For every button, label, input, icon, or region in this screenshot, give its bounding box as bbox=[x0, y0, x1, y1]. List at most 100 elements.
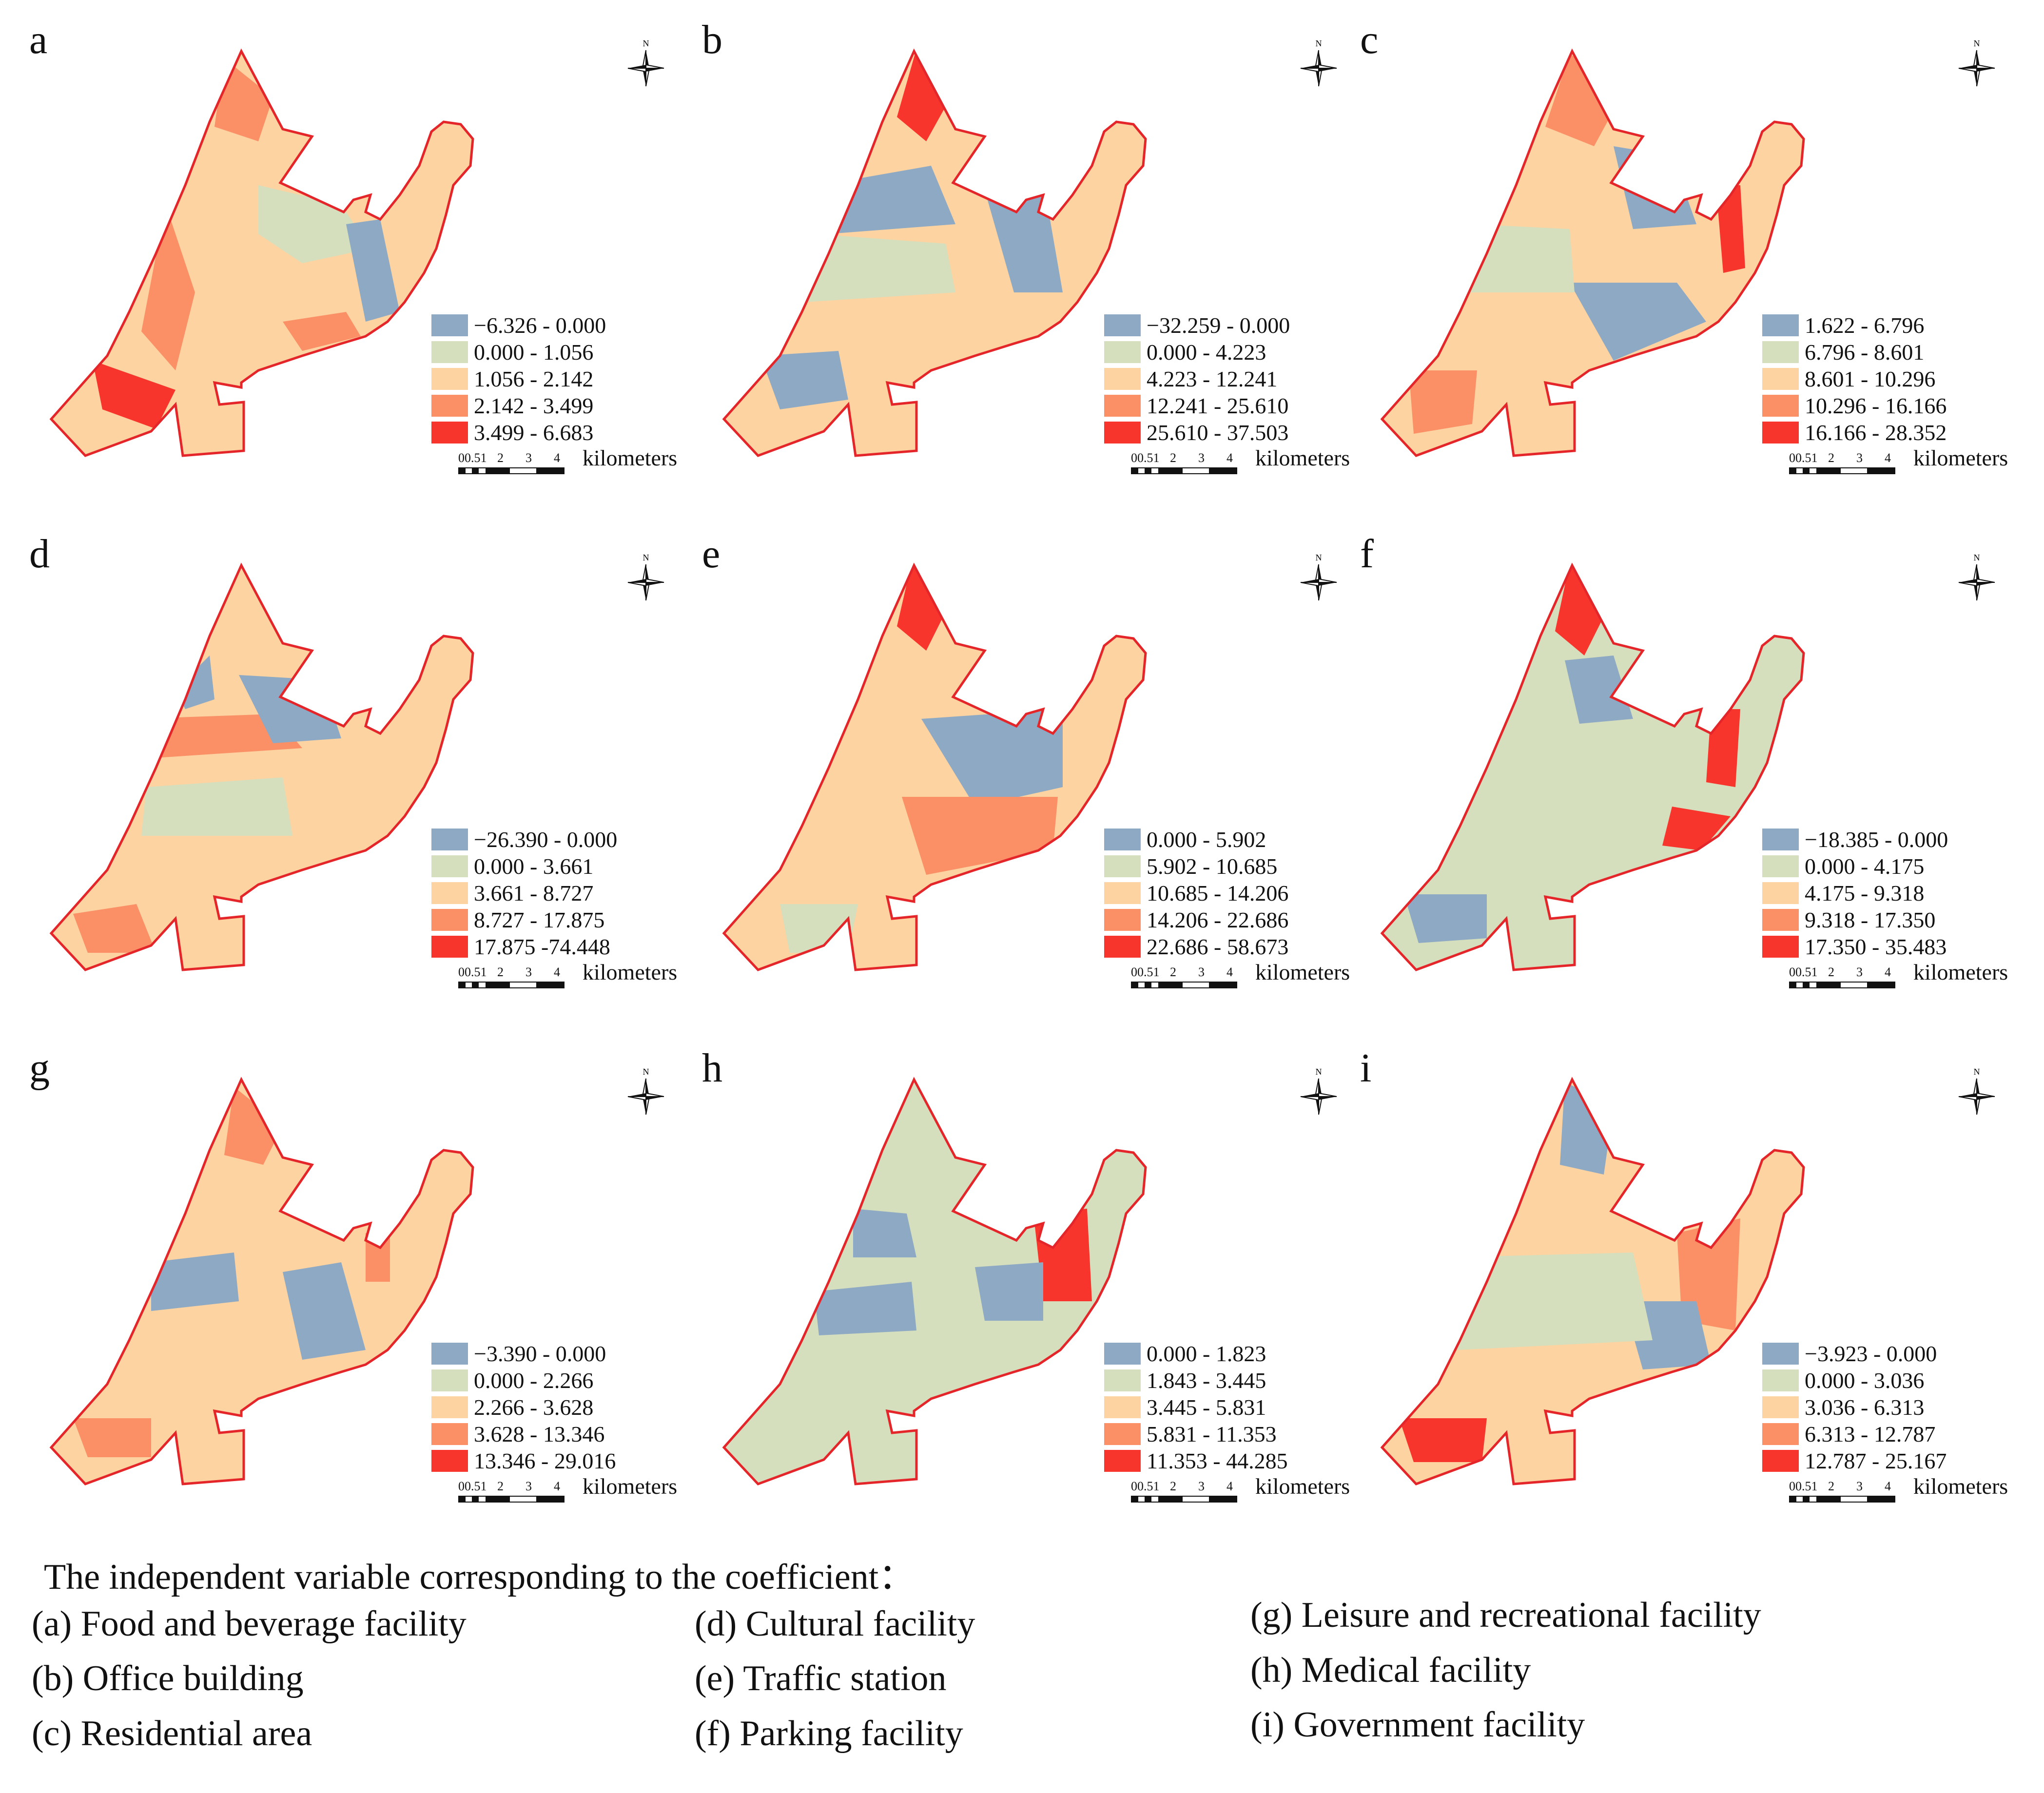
legend-label: 0.000 - 4.223 bbox=[1147, 340, 1266, 365]
scale-tick-label: 2 bbox=[1828, 965, 1834, 979]
coefficient-zone-5 bbox=[1706, 709, 1740, 787]
study-area-boundary bbox=[49, 562, 474, 971]
caption-item-e: (e) Traffic station bbox=[695, 1658, 947, 1698]
legend-item: 0.000 - 3.661 bbox=[431, 853, 617, 880]
legend-item: 16.166 - 28.352 bbox=[1762, 419, 1947, 446]
caption-item-h: (h) Medical facility bbox=[1250, 1650, 1531, 1690]
legend-swatch bbox=[431, 314, 468, 336]
legend-label: 5.902 - 10.685 bbox=[1147, 854, 1278, 879]
legend-swatch bbox=[431, 422, 468, 443]
coefficient-map-b bbox=[722, 48, 1147, 457]
coefficient-map-c bbox=[1380, 48, 1805, 457]
scale-tick-label: 3 bbox=[526, 965, 532, 979]
coefficient-zone-1 bbox=[1570, 283, 1706, 361]
legend-label: 1.622 - 6.796 bbox=[1805, 313, 1925, 338]
legend-swatch bbox=[1104, 829, 1141, 850]
legend-item: 0.000 - 1.823 bbox=[1104, 1340, 1288, 1367]
caption-item-f: (f) Parking facility bbox=[695, 1714, 963, 1754]
legend-swatch bbox=[1104, 314, 1141, 336]
study-area-boundary bbox=[49, 1077, 474, 1485]
map-panel-i: i N −3.923 - 0.000 0.000 - 3.036 3.036 - 6.3… bbox=[1360, 1048, 2033, 1560]
scale-unit: kilometers bbox=[1255, 960, 1350, 984]
scale-ticks: 00.51 2 3 4 bbox=[1789, 965, 1904, 980]
scale-unit: kilometers bbox=[583, 445, 678, 470]
legend: −26.390 - 0.000 0.000 - 3.661 3.661 - 8.72… bbox=[431, 826, 617, 960]
legend-swatch bbox=[431, 1343, 468, 1365]
legend-label: −3.923 - 0.000 bbox=[1805, 1341, 1937, 1366]
coefficient-map-d bbox=[49, 562, 474, 971]
legend: −3.923 - 0.000 0.000 - 3.036 3.036 - 6.313… bbox=[1762, 1340, 1947, 1474]
north-label: N bbox=[1974, 39, 1980, 48]
panel-letter: a bbox=[29, 17, 48, 62]
coefficient-map-e bbox=[722, 562, 1147, 971]
region-fill bbox=[51, 51, 473, 456]
scale-bar: 00.51 2 3 4 kilometers bbox=[1789, 960, 2008, 988]
scale-bar: 00.51 2 3 4 kilometers bbox=[458, 445, 677, 474]
legend-label: 17.875 -74.448 bbox=[474, 934, 610, 959]
legend-swatch bbox=[1762, 1423, 1799, 1445]
scale-bar-graphic bbox=[1131, 467, 1237, 474]
legend: −18.385 - 0.000 0.000 - 4.175 4.175 - 9.31… bbox=[1762, 826, 1948, 960]
north-label: N bbox=[1974, 1067, 1980, 1077]
legend-swatch bbox=[431, 341, 468, 363]
legend-label: 0.000 - 1.056 bbox=[474, 340, 594, 365]
scale-tick-label: 3 bbox=[1856, 1479, 1863, 1493]
legend-swatch bbox=[431, 1423, 468, 1445]
legend-item: 3.036 - 6.313 bbox=[1762, 1394, 1947, 1421]
scale-bar-graphic bbox=[1131, 982, 1237, 988]
caption-item-a: (a) Food and beverage facility bbox=[32, 1604, 467, 1644]
legend-label: 14.206 - 22.686 bbox=[1147, 907, 1289, 932]
north-arrow-icon: N bbox=[1958, 39, 1995, 87]
scale-unit: kilometers bbox=[1913, 960, 2008, 984]
legend-swatch bbox=[1762, 314, 1799, 336]
scale-tick-label: 00.51 bbox=[1789, 965, 1818, 979]
legend-item: 0.000 - 4.223 bbox=[1104, 339, 1290, 366]
coefficient-zone-2 bbox=[1477, 743, 1594, 792]
legend-item: 13.346 - 29.016 bbox=[431, 1447, 616, 1474]
scale-tick-label: 2 bbox=[1170, 451, 1176, 465]
region-fill bbox=[51, 1080, 473, 1484]
legend-item: −18.385 - 0.000 bbox=[1762, 826, 1948, 853]
scale-tick-label: 00.51 bbox=[1789, 1479, 1818, 1493]
coefficient-zone-2 bbox=[1448, 1253, 1653, 1350]
scale-tick-label: 00.51 bbox=[458, 1479, 487, 1493]
map-panel-e: e N 0.000 - 5.902 5.902 - 10.685 10.685 - 14… bbox=[702, 534, 1375, 1045]
region-fill bbox=[724, 1080, 1146, 1484]
scale-bar-graphic bbox=[458, 982, 565, 988]
legend-item: 6.796 - 8.601 bbox=[1762, 339, 1947, 366]
north-label: N bbox=[1316, 39, 1322, 48]
legend-label: 10.685 - 14.206 bbox=[1147, 881, 1289, 906]
legend-label: −26.390 - 0.000 bbox=[474, 827, 618, 852]
scale-tick-label: 3 bbox=[526, 1479, 532, 1493]
legend-label: 1.843 - 3.445 bbox=[1147, 1368, 1266, 1393]
legend-swatch bbox=[1762, 1450, 1799, 1472]
scale-tick-label: 3 bbox=[526, 451, 532, 465]
legend-swatch bbox=[1104, 368, 1141, 390]
legend-label: 0.000 - 3.661 bbox=[474, 854, 594, 879]
scale-tick-label: 3 bbox=[1198, 965, 1205, 979]
legend-label: 5.831 - 11.353 bbox=[1147, 1422, 1277, 1446]
legend-item: 25.610 - 37.503 bbox=[1104, 419, 1290, 446]
scale-tick-label: 4 bbox=[1885, 1479, 1891, 1493]
legend: 1.622 - 6.796 6.796 - 8.601 8.601 - 10.296… bbox=[1762, 312, 1947, 446]
legend-item: 11.353 - 44.285 bbox=[1104, 1447, 1288, 1474]
north-arrow-icon: N bbox=[627, 553, 664, 601]
coefficient-map-g bbox=[49, 1077, 474, 1485]
coefficient-zone-5 bbox=[1399, 1418, 1487, 1462]
legend-label: 3.628 - 13.346 bbox=[474, 1422, 605, 1446]
legend-item: 22.686 - 58.673 bbox=[1104, 933, 1288, 960]
scale-tick-label: 2 bbox=[497, 965, 504, 979]
panel-letter: b bbox=[702, 17, 722, 62]
map-panel-a: a N −6.326 - 0.000 0.000 - 1.056 1.056 - 2.1… bbox=[29, 19, 702, 531]
legend-label: 11.353 - 44.285 bbox=[1147, 1448, 1288, 1473]
legend-label: 3.499 - 6.683 bbox=[474, 420, 594, 445]
north-label: N bbox=[1974, 553, 1980, 562]
scale-tick-label: 3 bbox=[1198, 1479, 1205, 1493]
map-panel-h: h N 0.000 - 1.823 1.843 - 3.445 3.445 - 5.83… bbox=[702, 1048, 1375, 1560]
coefficient-zone-4 bbox=[141, 205, 195, 370]
legend-label: −3.390 - 0.000 bbox=[474, 1341, 606, 1366]
legend-swatch bbox=[1762, 909, 1799, 931]
coefficient-zone-1 bbox=[814, 1282, 916, 1335]
legend-swatch bbox=[431, 909, 468, 931]
map-panel-f: f N −18.385 - 0.000 0.000 - 4.175 4.175 - 9.… bbox=[1360, 534, 2033, 1045]
